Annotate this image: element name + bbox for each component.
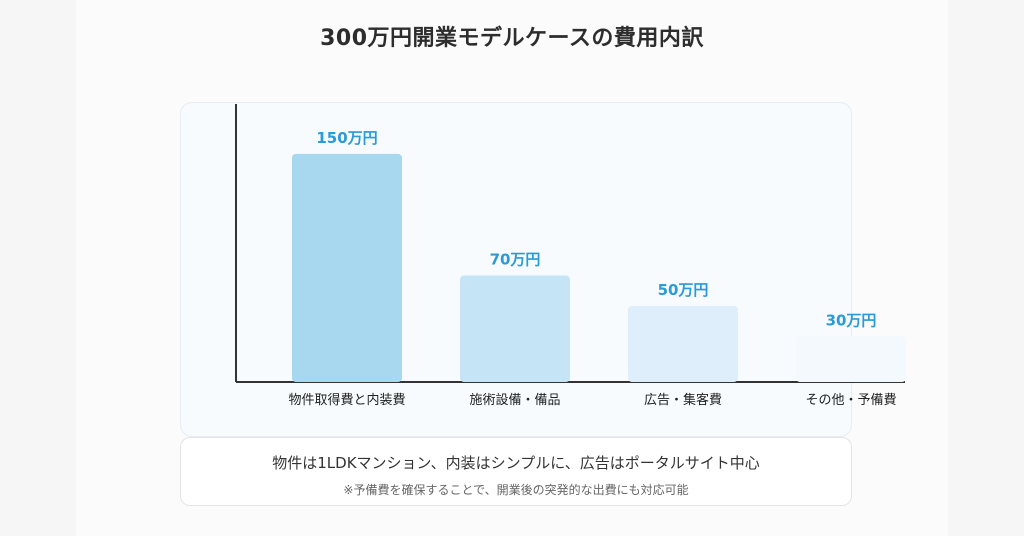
bar-3	[628, 305, 738, 382]
x-tick-label: 物件取得費と内装費	[288, 392, 405, 408]
bar-4	[796, 336, 906, 382]
bar-2	[460, 275, 570, 382]
note-card: 物件は1LDKマンション、内装はシンプルに、広告はポータルサイト中心 ※予備費を…	[180, 437, 852, 506]
note-sub-text: ※予備費を確保することで、開業後の突発的な出費にも対応可能	[343, 483, 689, 497]
bar-value-label: 50万円	[658, 281, 709, 299]
x-tick-label: その他・予備費	[805, 392, 896, 408]
chart-title: 300万円開業モデルケースの費用内訳	[320, 26, 704, 51]
bar-1	[292, 153, 402, 382]
note-main-text: 物件は1LDKマンション、内装はシンプルに、広告はポータルサイト中心	[272, 454, 760, 472]
x-tick-label: 施術設備・備品	[469, 392, 560, 408]
bar-value-label: 150万円	[316, 129, 377, 147]
x-tick-label: 広告・集客費	[644, 392, 722, 408]
bar-value-label: 30万円	[826, 311, 877, 329]
bar-value-label: 70万円	[490, 251, 541, 269]
